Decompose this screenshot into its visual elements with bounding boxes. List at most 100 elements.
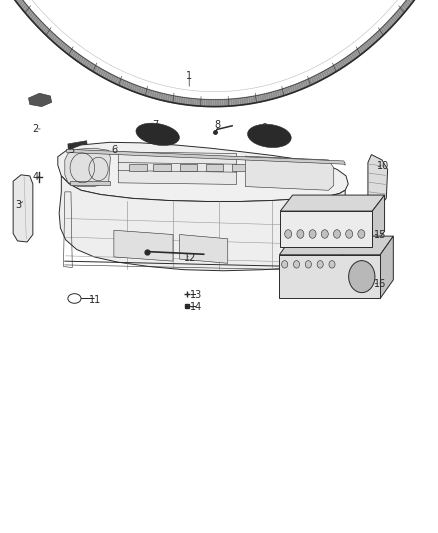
Polygon shape xyxy=(229,99,232,106)
Polygon shape xyxy=(65,148,110,187)
Polygon shape xyxy=(271,92,275,99)
Polygon shape xyxy=(107,73,111,80)
Polygon shape xyxy=(53,37,59,44)
Bar xyxy=(280,211,372,247)
Polygon shape xyxy=(22,5,28,12)
Polygon shape xyxy=(286,87,290,94)
Polygon shape xyxy=(374,34,379,41)
Polygon shape xyxy=(56,38,60,45)
Polygon shape xyxy=(115,77,120,85)
Polygon shape xyxy=(144,88,147,96)
Polygon shape xyxy=(256,95,259,103)
Polygon shape xyxy=(88,62,93,70)
Polygon shape xyxy=(38,21,43,28)
Polygon shape xyxy=(216,100,218,107)
Polygon shape xyxy=(348,55,353,62)
Polygon shape xyxy=(39,23,45,30)
Polygon shape xyxy=(305,79,310,87)
Polygon shape xyxy=(124,81,128,88)
Polygon shape xyxy=(193,99,196,106)
Polygon shape xyxy=(179,97,182,104)
Polygon shape xyxy=(336,62,341,70)
Polygon shape xyxy=(273,91,277,99)
Polygon shape xyxy=(388,20,393,27)
Polygon shape xyxy=(236,99,239,106)
Polygon shape xyxy=(312,76,316,84)
Polygon shape xyxy=(372,35,378,42)
Polygon shape xyxy=(381,27,386,34)
Polygon shape xyxy=(376,32,381,39)
Polygon shape xyxy=(368,155,388,207)
Polygon shape xyxy=(380,236,393,298)
Polygon shape xyxy=(141,87,145,95)
Polygon shape xyxy=(92,65,97,72)
Polygon shape xyxy=(122,80,126,87)
Polygon shape xyxy=(324,70,328,77)
Polygon shape xyxy=(304,80,307,87)
Text: 4: 4 xyxy=(33,172,39,182)
Polygon shape xyxy=(163,94,167,101)
Bar xyxy=(279,255,380,298)
Polygon shape xyxy=(238,98,241,106)
Polygon shape xyxy=(58,142,348,201)
Circle shape xyxy=(297,230,304,238)
Circle shape xyxy=(282,261,288,268)
Circle shape xyxy=(333,230,340,238)
Polygon shape xyxy=(383,25,388,32)
Polygon shape xyxy=(371,37,376,44)
Polygon shape xyxy=(297,83,301,90)
Text: 12: 12 xyxy=(184,253,197,263)
Text: 3: 3 xyxy=(15,200,21,210)
Polygon shape xyxy=(74,53,79,61)
Polygon shape xyxy=(267,93,270,100)
Text: 6: 6 xyxy=(112,146,118,155)
Polygon shape xyxy=(279,236,393,255)
Polygon shape xyxy=(86,61,91,69)
Polygon shape xyxy=(245,156,334,190)
Polygon shape xyxy=(202,99,205,107)
Polygon shape xyxy=(218,100,220,107)
Polygon shape xyxy=(269,92,272,100)
Polygon shape xyxy=(291,85,294,93)
Polygon shape xyxy=(105,72,109,79)
Polygon shape xyxy=(139,87,143,94)
Polygon shape xyxy=(21,3,27,10)
Ellipse shape xyxy=(247,124,291,148)
Polygon shape xyxy=(328,68,333,75)
Polygon shape xyxy=(278,90,281,97)
Polygon shape xyxy=(113,76,117,84)
Polygon shape xyxy=(360,46,364,53)
Polygon shape xyxy=(307,78,312,86)
Polygon shape xyxy=(182,97,184,104)
Polygon shape xyxy=(390,18,395,25)
Polygon shape xyxy=(338,61,343,69)
Polygon shape xyxy=(206,164,223,171)
Polygon shape xyxy=(65,46,70,53)
Polygon shape xyxy=(166,94,169,102)
Polygon shape xyxy=(71,51,75,58)
Polygon shape xyxy=(126,82,130,90)
Polygon shape xyxy=(350,53,355,61)
Polygon shape xyxy=(69,49,74,56)
Polygon shape xyxy=(289,86,292,94)
Polygon shape xyxy=(73,52,78,59)
Polygon shape xyxy=(13,175,33,242)
Polygon shape xyxy=(258,95,261,102)
Polygon shape xyxy=(146,89,149,96)
Polygon shape xyxy=(70,181,110,185)
Circle shape xyxy=(329,261,335,268)
Polygon shape xyxy=(223,100,225,107)
Polygon shape xyxy=(330,66,335,74)
Circle shape xyxy=(293,261,300,268)
Polygon shape xyxy=(36,20,41,27)
Polygon shape xyxy=(177,96,180,104)
Polygon shape xyxy=(354,51,359,58)
Text: 9: 9 xyxy=(261,123,267,133)
Polygon shape xyxy=(114,230,173,261)
Polygon shape xyxy=(209,100,211,107)
Polygon shape xyxy=(342,59,347,66)
Polygon shape xyxy=(45,28,50,36)
Polygon shape xyxy=(404,1,410,7)
Polygon shape xyxy=(184,98,187,105)
Polygon shape xyxy=(276,91,279,98)
